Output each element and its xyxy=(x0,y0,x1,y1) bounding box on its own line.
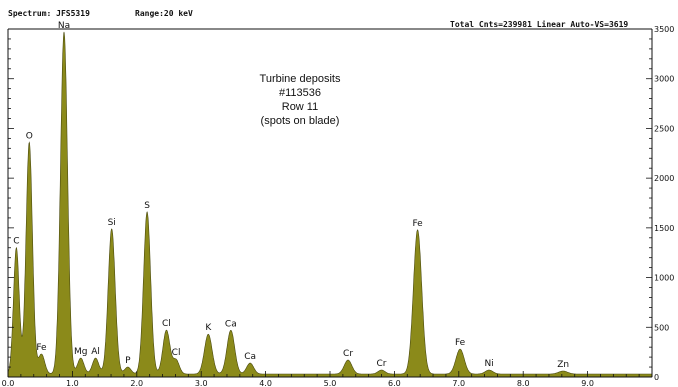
y-tick-label: 3500 xyxy=(654,25,674,34)
peak-label-mg: Mg xyxy=(74,347,87,357)
x-tick-label: 5.0 xyxy=(324,379,337,387)
y-tick-label: 0 xyxy=(654,373,659,382)
peak-label-c: C xyxy=(13,237,19,247)
annotation-line: #113536 xyxy=(279,87,321,99)
y-tick-label: 500 xyxy=(654,323,669,332)
y-tick-label: 1500 xyxy=(654,224,674,233)
energy-range: Range:20 keV xyxy=(135,9,193,18)
peak-label-fe: Fe xyxy=(455,338,466,348)
annotation-line: (spots on blade) xyxy=(261,115,340,127)
peak-label-fe: Fe xyxy=(36,343,47,353)
peak-label-s: S xyxy=(144,201,150,211)
x-tick-label: 1.0 xyxy=(66,379,79,387)
peak-label-o: O xyxy=(26,131,33,141)
peak-label-fe: Fe xyxy=(412,219,423,229)
total-counts: Total Cnts=239981 Linear Auto-VS=3619 xyxy=(450,20,629,29)
peak-label-ca: Ca xyxy=(225,319,237,329)
peak-label-al: Al xyxy=(91,347,100,357)
peak-label-ni: Ni xyxy=(484,359,493,369)
x-tick-label: 0.0 xyxy=(2,379,15,387)
peak-label-na: Na xyxy=(58,21,70,31)
x-tick-label: 6.0 xyxy=(388,379,401,387)
y-tick-label: 2500 xyxy=(654,124,674,133)
peak-label-cl: Cl xyxy=(162,319,171,329)
peak-label-si: Si xyxy=(108,218,116,228)
x-tick-label: 4.0 xyxy=(259,379,272,387)
peak-label-zn: Zn xyxy=(557,360,569,370)
x-tick-label: 8.0 xyxy=(517,379,530,387)
x-tick-label: 3.0 xyxy=(195,379,208,387)
y-tick-label: 3000 xyxy=(654,75,674,84)
x-tick-label: 9.0 xyxy=(581,379,594,387)
x-tick-label: 2.0 xyxy=(130,379,143,387)
annotation-line: Turbine deposits xyxy=(260,73,341,85)
peak-label-cr: Cr xyxy=(377,359,387,369)
y-tick-label: 1000 xyxy=(654,274,674,283)
y-tick-label: 2000 xyxy=(654,174,674,183)
peak-label-cr: Cr xyxy=(343,349,353,359)
annotation-line: Row 11 xyxy=(282,101,318,113)
spectrum-id: Spectrum: JFS5319 xyxy=(8,9,90,18)
peak-label-ca: Ca xyxy=(244,352,256,362)
peak-label-k: K xyxy=(205,323,212,333)
x-tick-label: 7.0 xyxy=(452,379,465,387)
peak-label-p: P xyxy=(125,356,131,366)
peak-label-cl: Cl xyxy=(172,348,181,358)
